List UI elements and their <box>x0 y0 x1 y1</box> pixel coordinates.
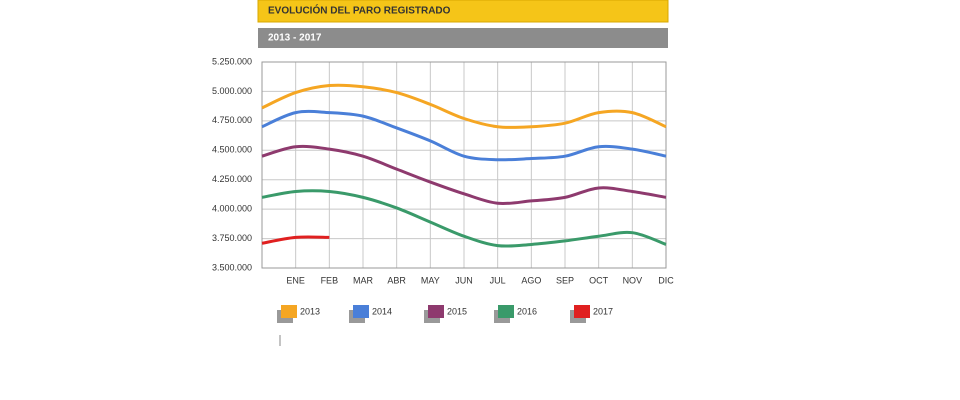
legend-swatch <box>353 305 369 318</box>
title-bar <box>257 0 669 23</box>
x-tick-label: FEB <box>321 275 339 285</box>
x-tick-label: JUL <box>490 275 506 285</box>
series-line <box>261 144 667 206</box>
legend-swatch <box>428 305 444 318</box>
y-tick-label: 5.250.000 <box>212 56 252 66</box>
legend-label: 2014 <box>372 306 392 316</box>
legend-swatch <box>574 305 590 318</box>
plot-border <box>261 61 667 269</box>
y-tick-label: 4.500.000 <box>212 145 252 155</box>
subtitle-bar <box>258 28 668 48</box>
x-tick-label: ABR <box>387 275 406 285</box>
legend-swatch <box>281 305 297 318</box>
y-tick-label: 4.250.000 <box>212 174 252 184</box>
legend-label: 2015 <box>447 306 467 316</box>
series-line <box>261 235 330 245</box>
y-tick-label: 4.000.000 <box>212 204 252 214</box>
x-tick-label: NOV <box>623 275 643 285</box>
legend-label: 2017 <box>593 306 613 316</box>
x-tick-label: MAY <box>421 275 440 285</box>
x-tick-label: JUN <box>455 275 473 285</box>
x-tick-label: SEP <box>556 275 574 285</box>
y-tick-label: 4.750.000 <box>212 115 252 125</box>
series-line <box>261 109 667 162</box>
y-tick-label: 5.000.000 <box>212 86 252 96</box>
chart-title: EVOLUCIÓN DEL PARO REGISTRADO <box>268 4 451 17</box>
x-tick-label: MAR <box>353 275 374 285</box>
series-line <box>261 189 667 248</box>
legend-label: 2016 <box>517 306 537 316</box>
y-tick-label: 3.500.000 <box>212 262 252 272</box>
x-tick-label: DIC <box>658 275 674 285</box>
y-tick-label: 3.750.000 <box>212 233 252 243</box>
legend-label: 2013 <box>300 306 320 316</box>
series-line <box>261 83 667 130</box>
legend-swatch <box>498 305 514 318</box>
x-tick-label: OCT <box>589 275 609 285</box>
x-tick-label: AGO <box>521 275 541 285</box>
x-tick-label: ENE <box>286 275 305 285</box>
chart-subtitle: 2013 - 2017 <box>268 33 322 44</box>
